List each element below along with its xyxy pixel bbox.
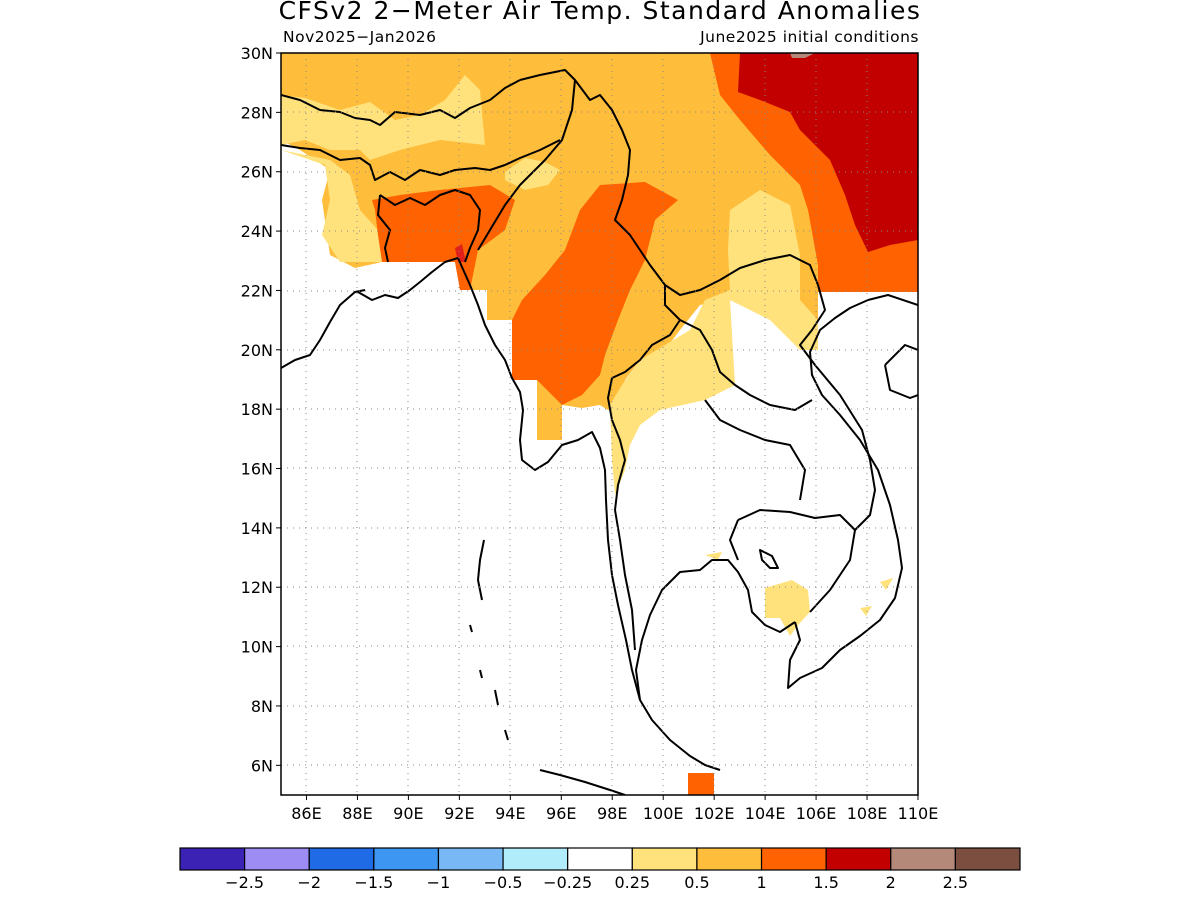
coastline-vietnam [787, 294, 918, 689]
border-thailand-myanmar [607, 285, 681, 651]
anomaly-region-0p25-east [610, 190, 818, 495]
legend-swatch [308, 847, 375, 871]
lon-tick-label: 86E [291, 804, 321, 823]
lat-tick-label: 30N [241, 44, 273, 63]
legend-label: −0.25 [543, 873, 592, 892]
legend-swatch [179, 847, 246, 871]
lon-tick-label: 102E [694, 804, 735, 823]
lat-tick-label: 12N [241, 578, 273, 597]
legend-swatch [890, 847, 956, 871]
figure-title: CFSv2 2−Meter Air Temp. Standard Anomali… [278, 0, 922, 25]
border-india-myanmar [477, 69, 576, 251]
legend-swatch [437, 847, 504, 871]
lon-tick-label: 90E [393, 804, 423, 823]
lat-tick-label: 28N [241, 103, 273, 122]
lon-tick-label: 92E [444, 804, 474, 823]
legend-label: −0.5 [484, 873, 523, 892]
legend-label: 2.5 [943, 873, 968, 892]
lon-tick-label: 104E [745, 804, 786, 823]
legend-label: −2 [297, 873, 321, 892]
coastline-india [281, 289, 366, 369]
lake-tonle-sap [759, 549, 779, 569]
lat-tick-label: 14N [241, 519, 273, 538]
lat-tick-label: 22N [241, 281, 273, 300]
lat-tick-label: 26N [241, 163, 273, 182]
shaded-anomalies [281, 53, 918, 795]
anomaly-region-1p5 [738, 53, 918, 252]
anomaly-region-0p25-north [505, 158, 560, 190]
lon-tick-label: 88E [342, 804, 372, 823]
map-gridlines [281, 53, 918, 795]
legend-swatch [373, 847, 440, 871]
legend-label: −1.5 [354, 873, 393, 892]
lat-tick-label: 8N [251, 697, 273, 716]
lat-tick-label: 6N [251, 756, 273, 775]
legend-swatch [567, 847, 633, 871]
anomaly-region-1-south [688, 773, 714, 795]
coastline-myanmar [457, 257, 721, 771]
lon-tick-label: 108E [847, 804, 888, 823]
forecast-period: Nov2025−Jan2026 [283, 28, 437, 46]
border-bangladesh [377, 189, 481, 263]
lon-tick-label: 98E [597, 804, 627, 823]
legend-swatch [760, 847, 827, 871]
legend-label: −1 [427, 873, 451, 892]
lat-tick-label: 20N [241, 341, 273, 360]
legend-label: 1.5 [813, 873, 838, 892]
border-cambodia [729, 509, 856, 613]
lat-tick-label: 24N [241, 222, 273, 241]
coastline-sumatra [539, 769, 626, 795]
legend-swatch [696, 847, 763, 871]
legend-swatch [825, 847, 892, 871]
legend-label: 2 [886, 873, 896, 892]
lat-tick-label: 18N [241, 400, 273, 419]
legend-swatch [631, 847, 698, 871]
map-frame [280, 52, 919, 796]
lon-tick-label: 100E [643, 804, 684, 823]
latitude-axis: 30N 28N 26N 24N 22N 20N 18N 16N 14N 12N 10N 8N 6N [241, 44, 281, 775]
legend-swatch [954, 847, 1021, 871]
color-legend: −2.5 −2 −1.5 −1 −0.5 −0.25 0.25 0.5 1 1.5 2 2.5 [179, 847, 1021, 892]
longitude-axis: 86E 88E 90E 92E 94E 96E 98E 100E 102E 104E 106E 108… [291, 795, 938, 823]
legend-label: 1 [756, 873, 766, 892]
legend-swatch [502, 847, 569, 871]
legend-label: 0.5 [684, 873, 709, 892]
lon-tick-label: 94E [495, 804, 525, 823]
andaman-islands [469, 539, 509, 741]
legend-swatch [244, 847, 310, 871]
coastline-ganges-delta [357, 257, 459, 301]
anomaly-region-1-myanmar [512, 182, 678, 405]
border-laos-thailand [679, 319, 813, 501]
legend-label: −2.5 [225, 873, 264, 892]
coastline-hainan [884, 344, 918, 399]
lon-tick-label: 96E [546, 804, 576, 823]
legend-label: 0.25 [614, 873, 650, 892]
anomaly-region-2 [790, 53, 815, 58]
lat-tick-label: 10N [241, 638, 273, 657]
initial-conditions: June2025 initial conditions [700, 28, 919, 46]
lon-tick-label: 110E [898, 804, 939, 823]
lon-tick-label: 106E [796, 804, 837, 823]
anomaly-region-0p25-cambodia [765, 580, 810, 636]
lat-tick-label: 16N [241, 460, 273, 479]
anomaly-region-0p25-west [281, 75, 485, 160]
coastline-gulf-of-thailand [635, 559, 796, 701]
border-myanmar-china [574, 79, 819, 296]
